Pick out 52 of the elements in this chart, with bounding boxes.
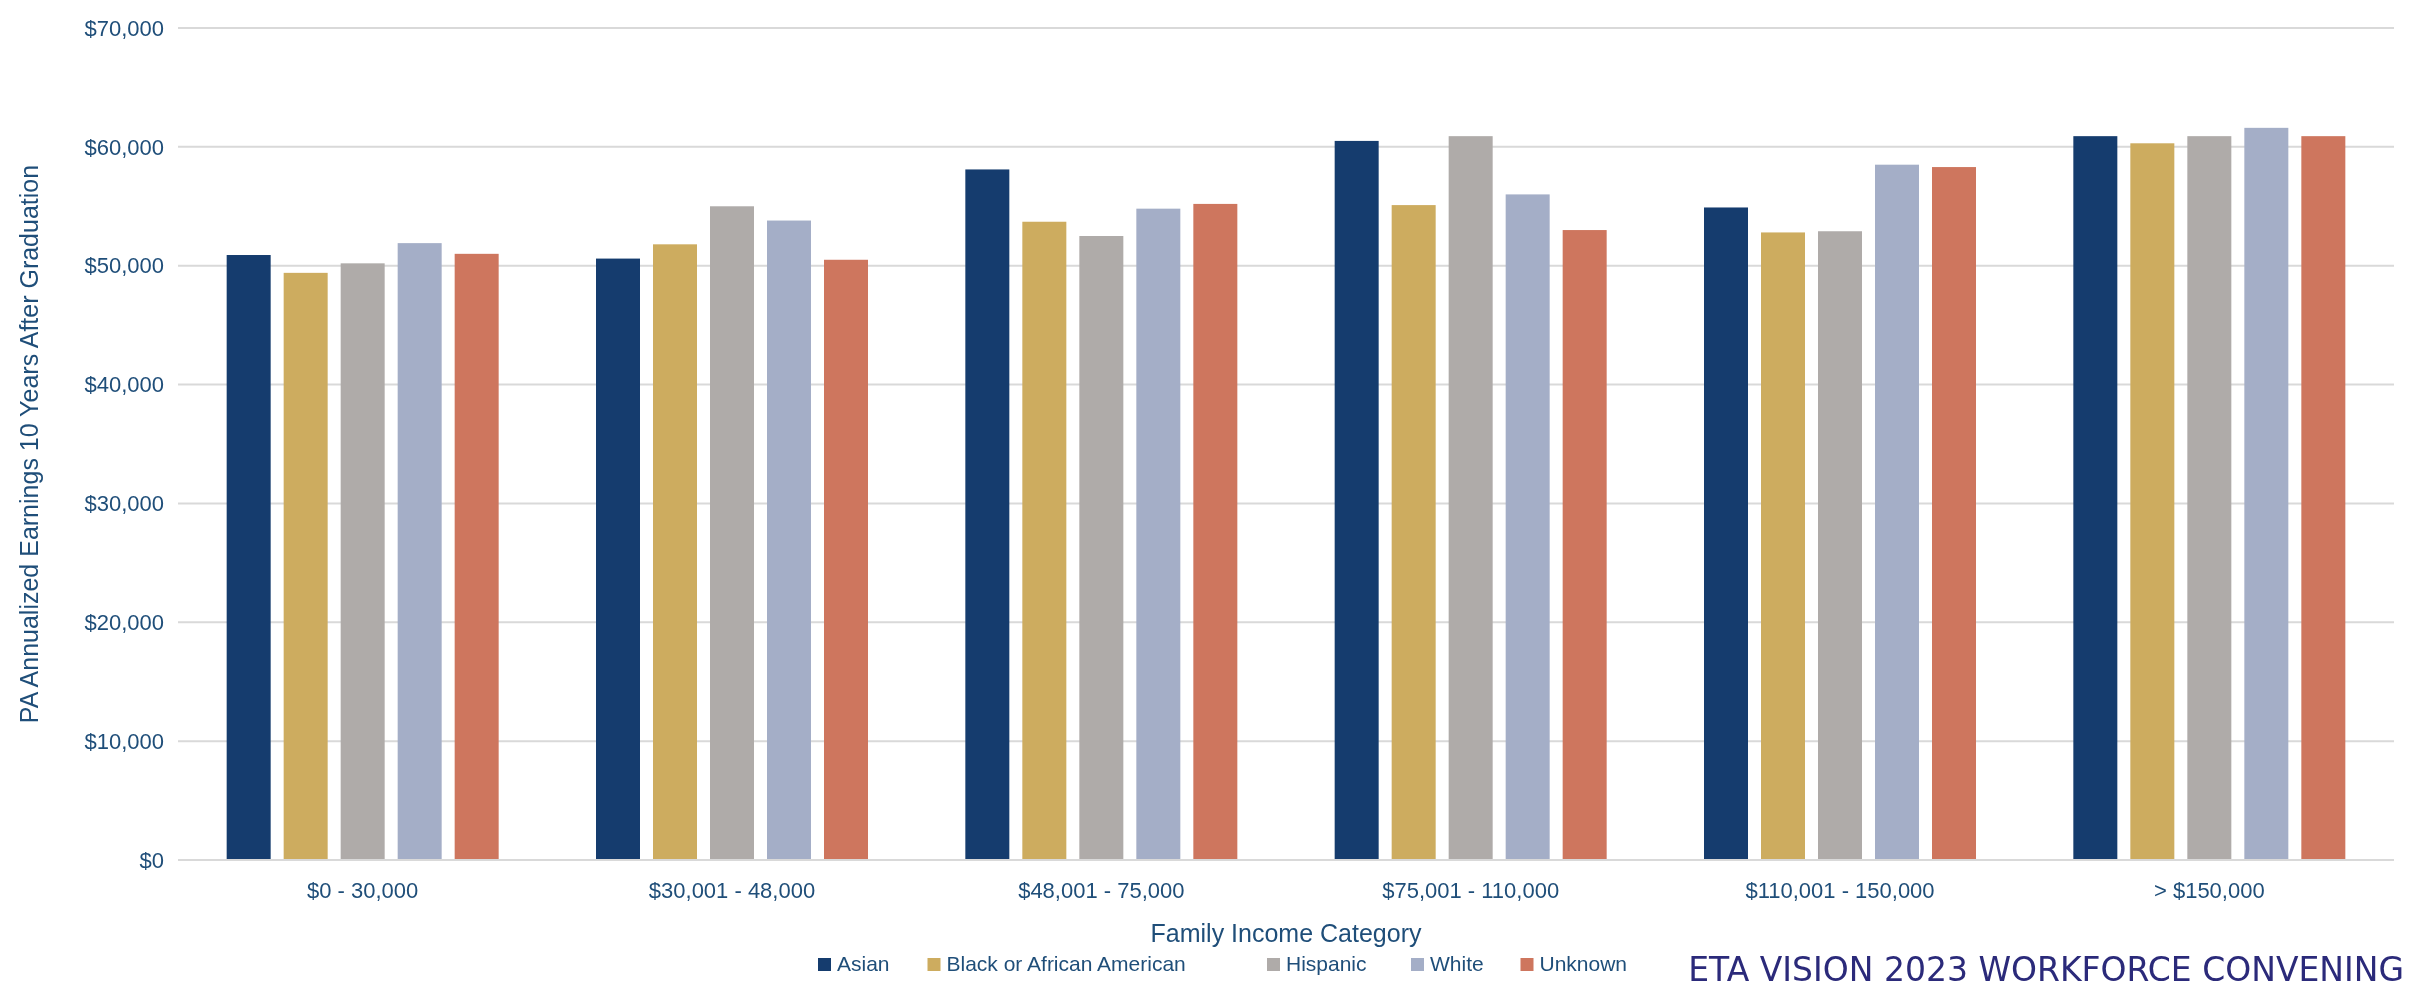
y-tick-label: $30,000: [84, 491, 164, 517]
bar: [226, 255, 271, 860]
y-tick-label: $60,000: [84, 134, 164, 160]
y-tick-label: $10,000: [84, 728, 164, 754]
y-tick-label: $20,000: [84, 609, 164, 635]
x-tick-label: $0 - 30,000: [307, 878, 419, 903]
bar: [454, 253, 499, 860]
bar: [767, 220, 811, 860]
legend-label: Asian: [837, 952, 890, 975]
bar: [1448, 136, 1493, 860]
bar: [2301, 136, 2346, 860]
bar: [340, 263, 385, 860]
bar: [1932, 167, 1976, 860]
bar: [1193, 203, 1238, 860]
bar: [710, 206, 754, 860]
text: ETA VISION 2023 WORKFORCE CONVENING: [1688, 950, 2404, 989]
bar: [1505, 194, 1550, 860]
x-tick-label: > $150,000: [2153, 878, 2265, 903]
y-tick-label: $70,000: [84, 15, 164, 41]
x-tick-label: $48,001 - 75,000: [1018, 878, 1185, 903]
bar: [1562, 230, 1607, 860]
legend-label: White: [1430, 952, 1484, 975]
bar: [1391, 205, 1436, 860]
bar: [1334, 140, 1379, 860]
y-axis-title: PA Annualized Earnings 10 Years After Graduation: [15, 164, 43, 724]
x-tick-label: $30,001 - 48,000: [648, 878, 816, 903]
bar: [2130, 143, 2175, 860]
bar: [1079, 236, 1124, 860]
bar: [596, 258, 640, 860]
bar: [1022, 221, 1067, 860]
x-tick-label: $110,001 - 150,000: [1745, 878, 1935, 903]
legend-label: Black or African American: [946, 952, 1186, 975]
x-tick-label: $75,001 - 110,000: [1382, 878, 1560, 903]
x-axis-title: Family Income Category: [1150, 919, 1422, 947]
bar: [824, 259, 868, 860]
y-tick-label: $50,000: [84, 253, 164, 279]
bar: [283, 272, 328, 860]
bar: [2073, 136, 2118, 860]
bar: [397, 243, 442, 860]
bar: [1761, 232, 1805, 860]
bar: [965, 169, 1010, 860]
legend-label: Unknown: [1539, 952, 1628, 975]
bar: [1875, 164, 1919, 860]
bar: [1136, 208, 1181, 860]
bar: [2187, 136, 2232, 860]
bar: [1818, 231, 1862, 860]
bar: [653, 244, 697, 860]
bar: [2244, 127, 2289, 860]
bar: [1704, 207, 1748, 860]
legend-label: Hispanic: [1286, 952, 1367, 975]
y-tick-label: $40,000: [84, 372, 164, 398]
y-tick-label: $0: [139, 847, 164, 873]
